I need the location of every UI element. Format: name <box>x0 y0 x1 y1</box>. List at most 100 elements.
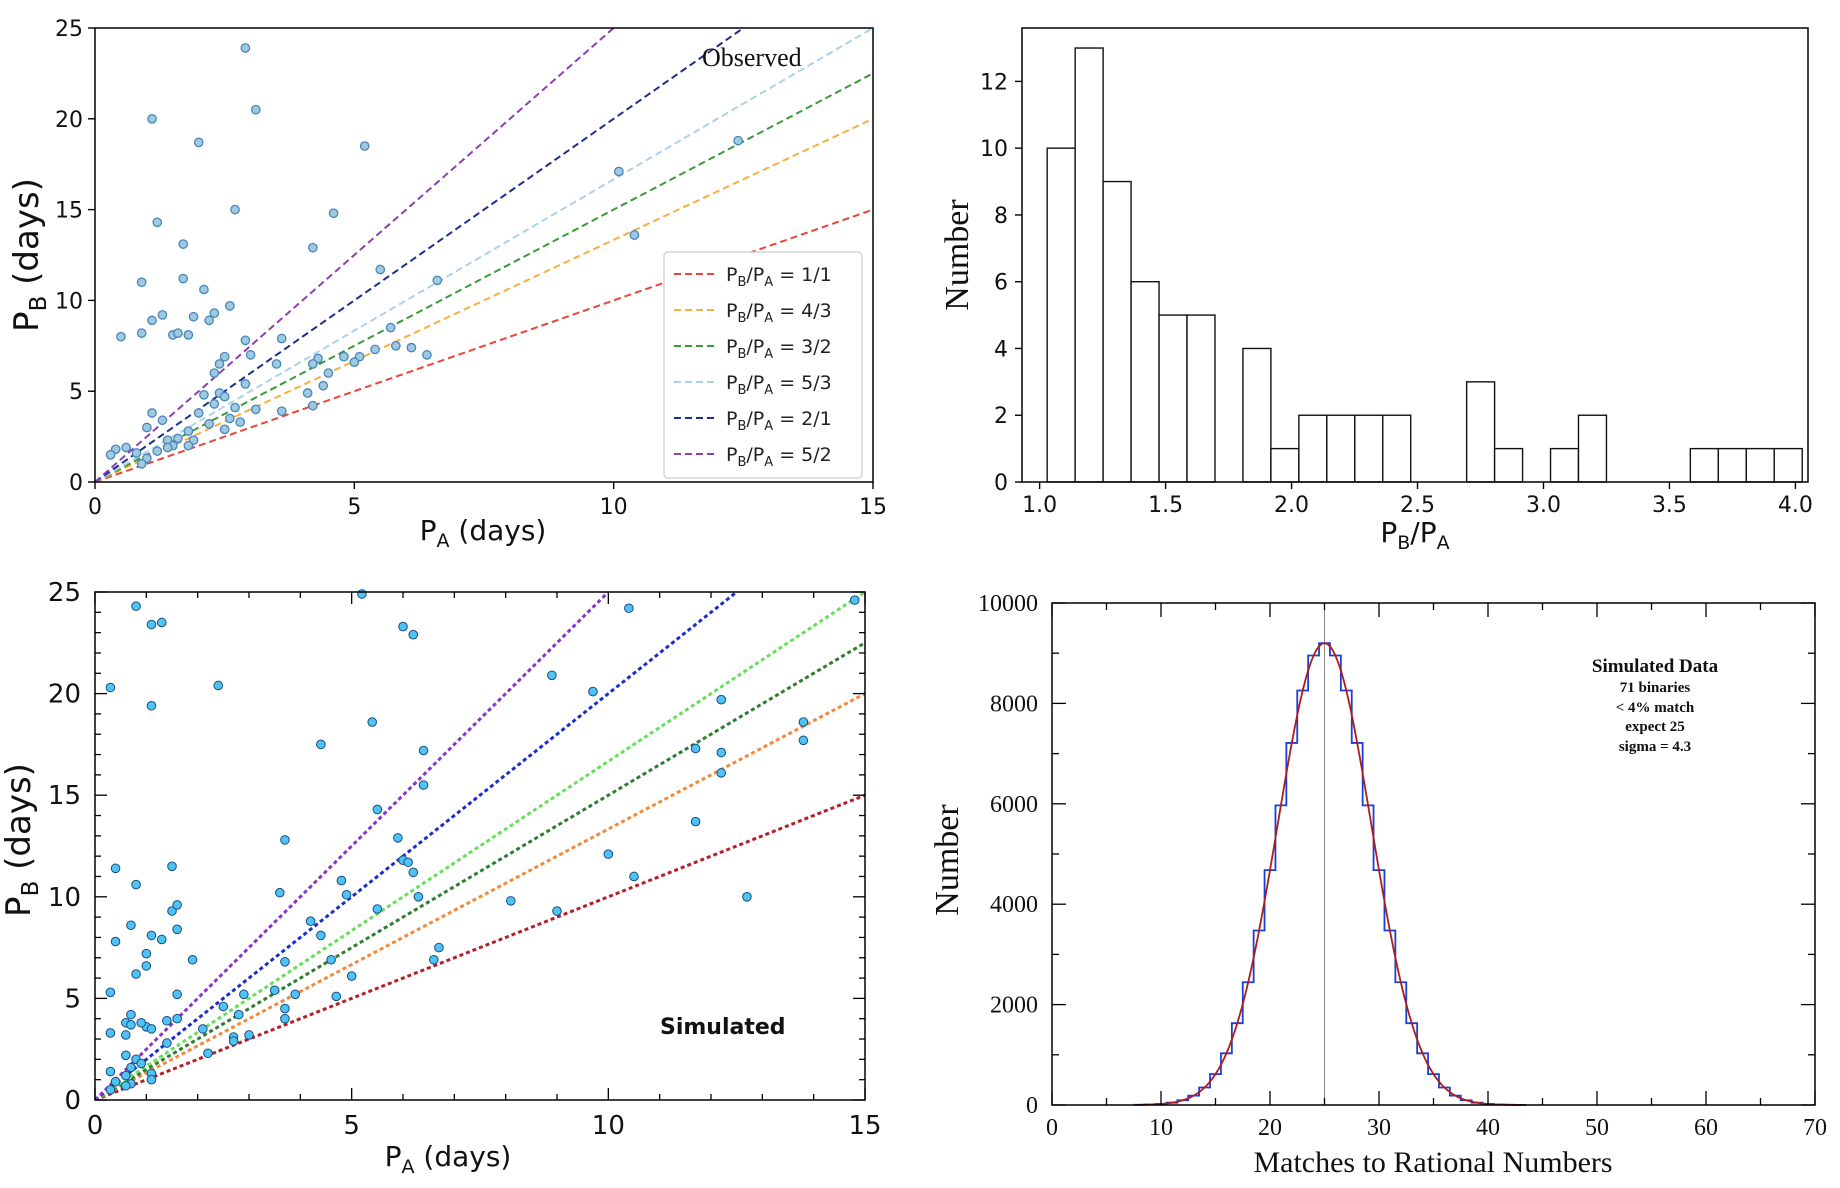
y-tick-label: 0 <box>69 471 83 496</box>
data-point <box>204 419 214 429</box>
data-point <box>199 284 209 295</box>
x-tick-label: 2.5 <box>1400 493 1435 518</box>
x-tick-label: 30 <box>1367 1115 1391 1141</box>
data-point <box>136 277 147 288</box>
data-point <box>624 603 634 614</box>
ratio-histogram-y-axis-label: Number <box>939 199 976 311</box>
y-tick-label: 0 <box>994 471 1008 496</box>
data-point <box>131 879 141 890</box>
data-point <box>316 739 326 750</box>
y-tick-label: 10 <box>48 883 81 913</box>
data-point <box>121 442 131 453</box>
legend-text-part: B <box>737 383 746 398</box>
data-point <box>121 1030 131 1040</box>
annotation-line: sigma = 4.3 <box>1619 739 1691 755</box>
x-tick-label: 10 <box>600 495 628 520</box>
data-point <box>506 896 516 906</box>
matches-histogram-y-axis-label: Number <box>929 804 966 916</box>
data-point <box>336 875 347 886</box>
histogram-bar <box>1242 347 1272 483</box>
x-tick-label: 1.5 <box>1148 493 1183 518</box>
legend-text-part: = 5/3 <box>773 372 832 394</box>
histogram-bar <box>1382 414 1412 483</box>
legend-label: PB/PA = 2/1 <box>726 408 832 434</box>
data-point <box>245 350 256 360</box>
data-point <box>126 920 136 931</box>
data-point <box>432 275 443 286</box>
data-point <box>131 448 142 458</box>
x-tick-label: 3.0 <box>1526 493 1561 518</box>
data-point <box>147 408 157 418</box>
histogram-bar <box>1158 314 1188 483</box>
histogram-bar <box>1493 447 1524 483</box>
data-point <box>105 1066 116 1077</box>
annotation-line: expect 25 <box>1625 719 1685 735</box>
y-tick-label: 12 <box>980 70 1008 95</box>
legend-text-part: A <box>764 275 773 290</box>
simulated-scatter-panel: 0 5 10 15 0 5 10 15 20 25 Simulated PA (days) PB … <box>0 578 882 1178</box>
legend-text-part: = 1/1 <box>773 264 832 286</box>
legend-text-part: B <box>737 275 746 290</box>
x-tick-label: 1.0 <box>1022 493 1057 518</box>
data-point <box>341 889 352 900</box>
data-point <box>172 1013 182 1024</box>
data-point <box>105 449 116 460</box>
y-tick-label: 20 <box>55 108 83 133</box>
data-point <box>318 380 329 391</box>
data-point <box>307 242 318 253</box>
data-point <box>105 1028 116 1038</box>
x-tick-label: 4.0 <box>1778 493 1813 518</box>
data-point <box>422 350 432 360</box>
data-point <box>225 300 235 311</box>
data-point <box>629 871 639 882</box>
data-point <box>146 619 157 630</box>
data-point <box>105 682 116 693</box>
data-point <box>250 404 261 415</box>
y-tick-label: 15 <box>55 199 83 224</box>
data-point <box>105 1085 116 1095</box>
legend-text-part: /P <box>746 408 764 430</box>
x-tick-label: 0 <box>87 1111 104 1141</box>
data-point <box>331 991 342 1002</box>
legend-text-part: /P <box>746 372 764 394</box>
legend-text-part: B <box>737 347 746 362</box>
simulated-plot-frame <box>94 591 866 1101</box>
data-point <box>418 780 429 790</box>
y-tick-label: 15 <box>48 781 81 811</box>
legend-label: PB/PA = 1/1 <box>726 264 832 290</box>
data-point <box>367 717 378 727</box>
data-point <box>413 892 424 902</box>
data-point <box>629 230 640 240</box>
data-point <box>110 1076 121 1087</box>
data-point <box>141 961 152 971</box>
legend-text-part: B <box>737 311 746 326</box>
data-point <box>178 239 189 249</box>
data-point <box>240 335 251 346</box>
data-point <box>434 942 444 953</box>
x-tick-label: 10 <box>1149 1115 1173 1141</box>
x-tick-label: 0 <box>88 495 102 520</box>
data-point <box>126 1009 136 1020</box>
data-point <box>429 954 439 965</box>
data-point <box>393 833 403 843</box>
ratio-line-2-1 <box>95 28 744 482</box>
legend-text-part: P <box>726 336 737 358</box>
simulated-histogram-steps <box>1133 642 1527 1106</box>
y-tick-label: 0 <box>1026 1093 1038 1119</box>
y-tick-label: 0 <box>64 1086 81 1116</box>
histogram-bar <box>1046 147 1076 483</box>
observed-legend: PB/PA = 1/1PB/PA = 4/3PB/PA = 3/2PB/PA =… <box>663 251 863 479</box>
matches-histogram-x-axis-label: Matches to Rational Numbers <box>1253 1146 1612 1179</box>
data-point <box>406 342 417 353</box>
annotation-title: Simulated Data <box>1592 656 1719 677</box>
data-point <box>280 1003 290 1014</box>
data-point <box>359 141 370 151</box>
data-point <box>370 344 380 355</box>
data-point <box>183 330 194 340</box>
data-point <box>156 617 167 628</box>
data-point <box>172 900 182 910</box>
data-point <box>121 1080 131 1091</box>
data-point <box>172 989 182 1000</box>
data-point <box>162 442 173 453</box>
data-point <box>552 906 562 916</box>
